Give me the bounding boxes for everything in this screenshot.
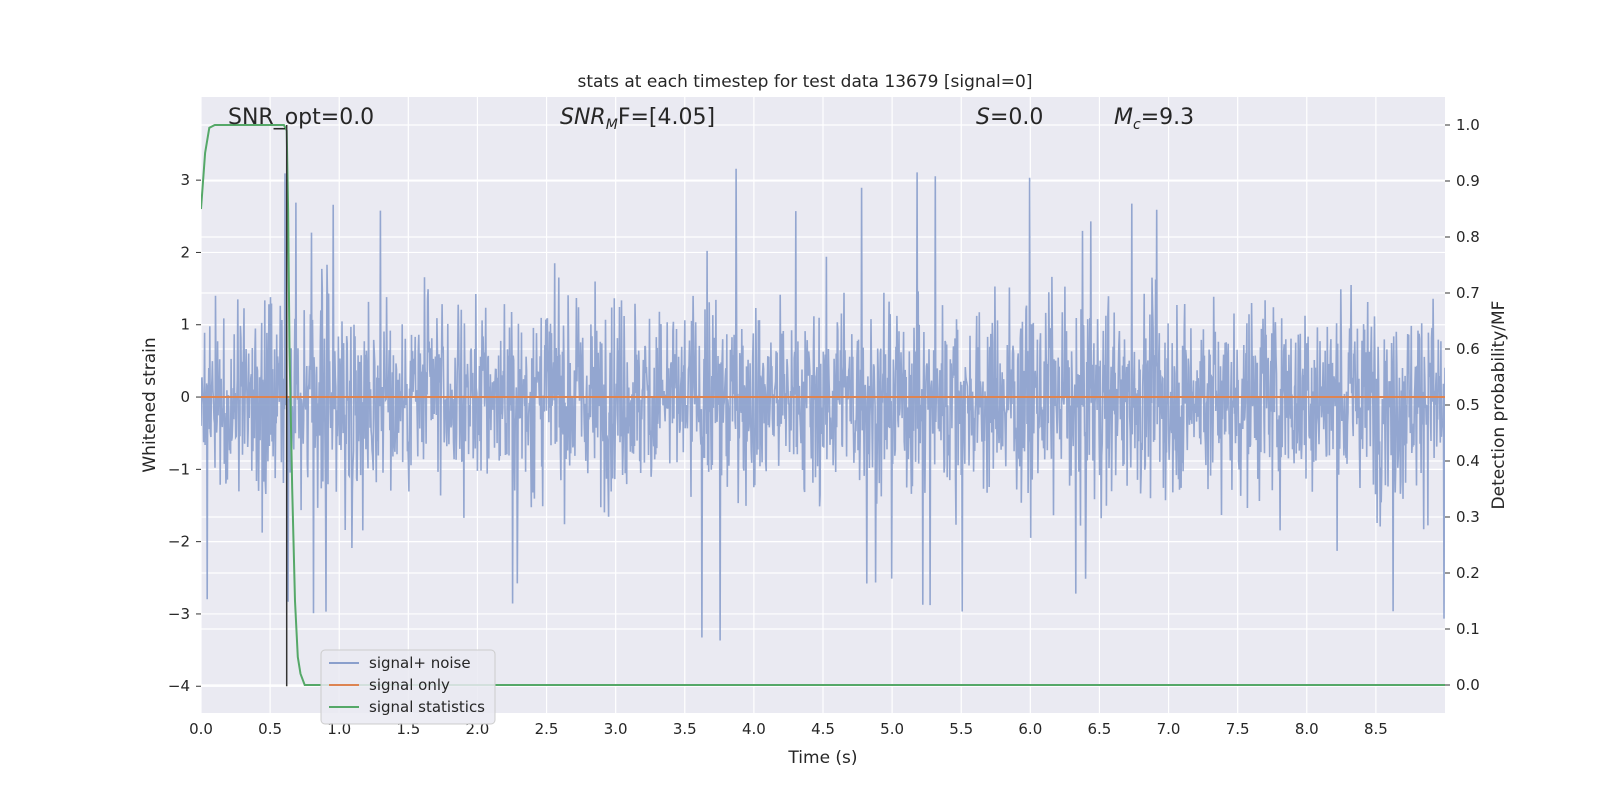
- snr-mf-subscript: M: [606, 117, 618, 133]
- noise-trace: [201, 168, 1445, 641]
- x-tick-label: 3.0: [604, 720, 628, 738]
- y-left-tick-labels: 3 2 1 0 −1 −2 −3 −4: [168, 171, 201, 695]
- y-right-tick-label: 1.0: [1456, 116, 1480, 134]
- y-right-tick-label: 0.3: [1456, 508, 1480, 526]
- y-right-tick-label: 0.9: [1456, 172, 1480, 190]
- mc-subscript: c: [1133, 117, 1141, 133]
- s-value: =0.0: [990, 105, 1043, 130]
- y-left-tick-label: 1: [180, 316, 190, 334]
- y-right-axis-label: Detection probability/MF: [1489, 301, 1509, 510]
- mc-value: =9.3: [1141, 105, 1194, 130]
- y-left-tick-label: −4: [168, 677, 190, 695]
- x-tick-label: 6.5: [1088, 720, 1112, 738]
- y-right-tick-label: 0.2: [1456, 564, 1480, 582]
- x-tick-label: 5.0: [880, 720, 904, 738]
- x-axis-label: Time (s): [787, 748, 857, 768]
- y-right-tick-label: 0.6: [1456, 340, 1480, 358]
- annotation-mc: Mc=9.3: [1114, 105, 1194, 133]
- y-left-tick-label: 2: [180, 243, 190, 261]
- s-label: S: [976, 105, 990, 130]
- x-tick-label: 5.5: [949, 720, 973, 738]
- y-left-tick-label: −3: [168, 605, 190, 623]
- y-left-tick-label: −2: [168, 533, 190, 551]
- annotation-s: S=0.0: [976, 105, 1043, 130]
- chart-title: stats at each timestep for test data 136…: [578, 72, 1033, 92]
- x-tick-label: 6.0: [1018, 720, 1042, 738]
- mc-label: M: [1114, 105, 1133, 130]
- y-right-tick-label: 0.5: [1456, 396, 1480, 414]
- y-left-tick-label: −1: [168, 460, 190, 478]
- x-tick-label: 4.5: [811, 720, 835, 738]
- x-tick-label: 8.5: [1364, 720, 1388, 738]
- legend-box: [320, 649, 496, 725]
- y-left-tick-label: 3: [180, 171, 190, 189]
- annotation-snr-opt: SNR_opt=0.0: [228, 105, 374, 130]
- x-tick-labels: 0.0 0.5 1.0 1.5 2.0 2.5 3.0 3.5 4.0 4.5 5.0 5.5 6.0 6…: [189, 720, 1388, 738]
- x-tick-label: 4.0: [742, 720, 766, 738]
- legend-label-signal-plus-noise: signal+ noise: [369, 654, 471, 672]
- x-tick-label: 7.5: [1226, 720, 1250, 738]
- x-tick-label: 8.0: [1295, 720, 1319, 738]
- y-left-tick-label: 0: [180, 388, 190, 406]
- y-right-tick-label: 0.4: [1456, 452, 1480, 470]
- y-right-tick-label: 0.8: [1456, 228, 1480, 246]
- snr-mf-value: F=[4.05]: [618, 105, 715, 130]
- legend-label-signal-statistics: signal statistics: [369, 698, 485, 716]
- y-right-tick-labels: 1.0 0.9 0.8 0.7 0.6 0.5 0.4 0.3 0.2 0.1 0.0: [1445, 116, 1480, 694]
- x-tick-label: 2.5: [535, 720, 559, 738]
- series-signal-statistics: [201, 124, 1445, 686]
- legend-label-signal-only: signal only: [369, 676, 450, 694]
- y-left-axis-label: Whitened strain: [140, 337, 160, 472]
- series-signal-plus-noise: [201, 168, 1445, 641]
- y-right-tick-label: 0.1: [1456, 620, 1480, 638]
- legend: signal+ noise signal only signal statist…: [320, 649, 496, 725]
- y-right-tick-label: 0.7: [1456, 284, 1480, 302]
- x-tick-label: 3.5: [673, 720, 697, 738]
- y-right-tick-label: 0.0: [1456, 676, 1480, 694]
- annotation-snr-mf: SNRMF=[4.05]: [560, 105, 715, 133]
- snr-mf-label: SNR: [560, 105, 606, 130]
- x-tick-label: 0.5: [258, 720, 282, 738]
- x-tick-label: 0.0: [189, 720, 213, 738]
- x-tick-label: 7.0: [1157, 720, 1181, 738]
